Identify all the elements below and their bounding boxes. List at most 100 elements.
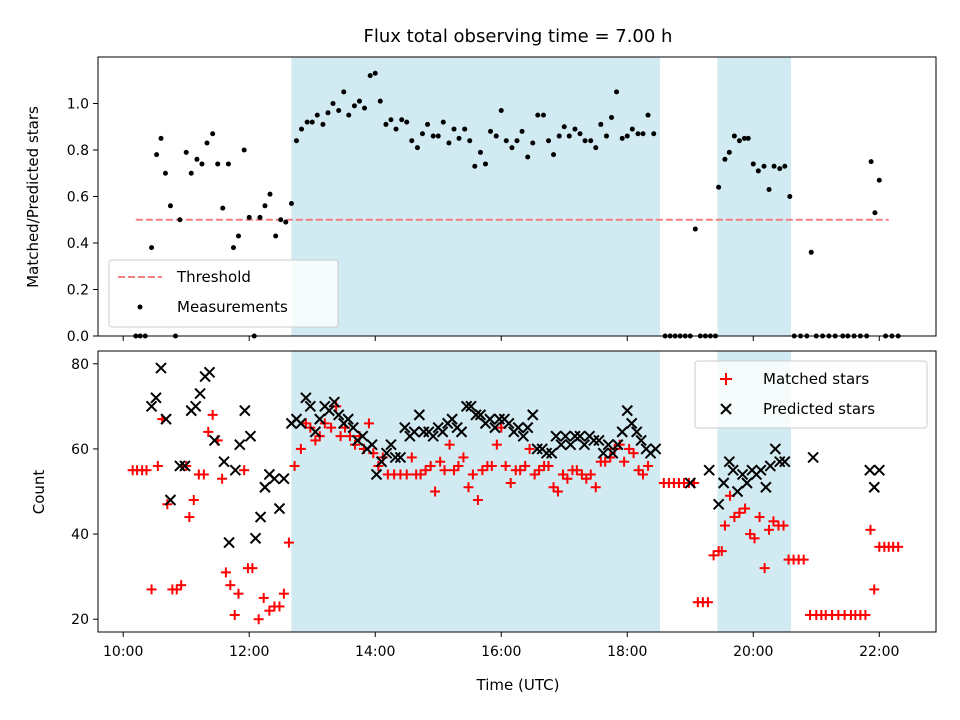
measurement-point: [462, 126, 468, 132]
bottom-x-ticks: 10:00 12:00 14:00 16:00 18:00 20:00 22:00: [103, 632, 899, 660]
predicted-point: [522, 421, 534, 434]
predicted-point: [779, 455, 791, 468]
predicted-point: [474, 409, 487, 421]
bottom-y-tick-label: 40: [71, 527, 89, 543]
measurement-point: [215, 161, 221, 167]
matched-point: [289, 460, 300, 471]
matched-point: [401, 469, 412, 480]
measurement-point: [651, 131, 657, 137]
matched-point: [295, 443, 306, 454]
legend-predicted-swatch: [720, 403, 732, 415]
measurement-point: [619, 135, 625, 141]
measurement-point: [556, 133, 562, 139]
measurement-point: [782, 163, 788, 169]
matched-point: [463, 482, 474, 493]
measurement-point: [755, 168, 761, 174]
matched-point: [638, 469, 649, 480]
matched-point: [614, 439, 625, 450]
bottom-y-tick-label: 80: [71, 357, 89, 373]
measurement-point: [640, 131, 646, 137]
matched-point: [278, 588, 289, 599]
measurement-point: [692, 226, 698, 232]
predicted-point: [164, 494, 177, 506]
measurement-point: [236, 233, 242, 239]
predicted-point: [493, 413, 506, 425]
predicted-point: [295, 417, 307, 430]
measurement-point: [736, 138, 742, 144]
predicted-point: [616, 426, 628, 438]
measurement-point: [577, 131, 583, 137]
measurement-point: [273, 233, 279, 239]
matched-point: [207, 409, 218, 420]
measurement-point: [154, 152, 160, 158]
predicted-point: [268, 473, 281, 485]
measurement-point: [414, 145, 420, 151]
bottom-x-tick-label: 14:00: [355, 644, 395, 660]
measurement-point: [167, 203, 173, 209]
matched-point: [619, 456, 630, 467]
measurement-point: [771, 163, 777, 169]
predicted-point: [593, 434, 605, 447]
predicted-point: [731, 485, 744, 498]
predicted-point: [684, 477, 696, 489]
measurement-point: [351, 103, 357, 109]
predicted-point: [418, 426, 430, 438]
matched-point: [283, 537, 294, 548]
matched-point: [798, 554, 809, 565]
top-shaded-regions: [291, 57, 792, 336]
predicted-point: [470, 409, 482, 421]
measurement-point: [535, 112, 541, 118]
measurement-point: [645, 112, 651, 118]
measurement-point: [341, 89, 347, 95]
matched-point: [420, 465, 431, 476]
measurement-point: [761, 163, 767, 169]
measurement-point: [241, 147, 247, 153]
measurement-point: [493, 133, 499, 139]
measurement-point: [278, 217, 284, 223]
measurement-point: [320, 121, 326, 127]
predicted-point: [625, 417, 638, 430]
predicted-point: [769, 443, 782, 455]
measurement-point: [868, 159, 874, 165]
matched-point: [198, 469, 209, 480]
measurement-point: [551, 152, 557, 158]
measurement-point: [199, 161, 205, 167]
predicted-point: [531, 443, 543, 455]
matched-point: [486, 460, 497, 471]
measurement-point: [336, 107, 342, 113]
measurement-point: [267, 191, 273, 197]
bottom-y-ticks: 20 40 60 80: [71, 357, 98, 628]
matched-point: [467, 469, 478, 480]
top-y-tick-label: 0.6: [67, 190, 89, 206]
bottom-x-axis-label: Time (UTC): [476, 676, 560, 694]
top-y-tick-label: 1.0: [67, 97, 89, 113]
measurement-point: [716, 184, 722, 190]
measurement-point: [435, 133, 441, 139]
matched-point: [253, 614, 264, 625]
matched-point: [220, 567, 231, 578]
predicted-point: [597, 447, 610, 459]
predicted-point: [741, 477, 753, 489]
measurement-point: [482, 161, 488, 167]
legend-measurements-swatch: [137, 304, 143, 310]
bottom-x-tick-label: 18:00: [607, 644, 647, 660]
bottom-y-tick-label: 60: [71, 442, 89, 458]
predicted-point: [612, 438, 624, 451]
legend-matched-label: Matched stars: [763, 370, 869, 388]
matched-point: [233, 588, 244, 599]
matched-point: [893, 541, 904, 552]
measurement-point: [561, 124, 567, 130]
bottom-legend: Matched stars Predicted stars: [694, 360, 928, 429]
measurement-point: [509, 145, 515, 151]
matched-point: [430, 486, 441, 497]
matched-point: [176, 580, 187, 591]
predicted-point: [635, 434, 647, 447]
matched-point: [778, 520, 789, 531]
predicted-point: [574, 430, 586, 442]
legend-matched-swatch: [720, 373, 732, 385]
top-y-tick-label: 0.0: [67, 329, 89, 345]
legend-threshold-label: Threshold: [176, 268, 251, 286]
predicted-point: [602, 438, 615, 451]
matched-point: [477, 465, 488, 476]
bottom-markers: [127, 362, 904, 625]
